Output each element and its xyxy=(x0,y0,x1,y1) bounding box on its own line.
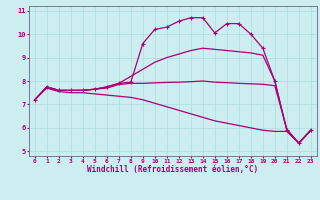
X-axis label: Windchill (Refroidissement éolien,°C): Windchill (Refroidissement éolien,°C) xyxy=(87,165,258,174)
